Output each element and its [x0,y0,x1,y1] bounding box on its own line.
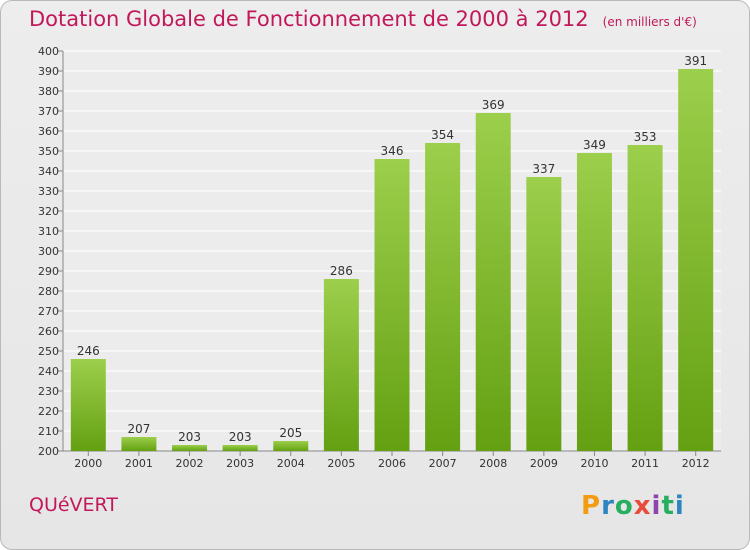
bar [475,113,511,451]
x-tick-label: 2004 [277,457,305,470]
data-label: 203 [178,430,201,444]
y-tick-label: 360 [38,125,59,138]
bar [526,177,562,451]
logo-letter: r [601,491,615,521]
data-label: 203 [229,430,252,444]
logo-letter: x [633,491,652,521]
y-tick-label: 250 [38,345,59,358]
x-tick-label: 2000 [74,457,102,470]
logo-letter: i [674,491,685,521]
bar [627,145,663,451]
data-label: 354 [431,128,454,142]
y-tick-label: 240 [38,365,59,378]
x-tick-label: 2012 [682,457,710,470]
data-label: 346 [381,144,404,158]
x-tick-label: 2010 [580,457,608,470]
logo-letter: o [614,491,634,521]
y-tick-label: 230 [38,385,59,398]
y-tick-label: 330 [38,185,59,198]
x-tick-label: 2007 [429,457,457,470]
x-tick-label: 2003 [226,457,254,470]
bar [323,279,359,451]
bar [425,143,461,451]
y-tick-label: 340 [38,165,59,178]
y-tick-label: 260 [38,325,59,338]
commune-name: QUéVERT [29,494,118,516]
chart-title-text: Dotation Globale de Fonctionnement de 20… [29,7,589,31]
bar [678,69,714,451]
x-tick-label: 2006 [378,457,406,470]
logo-letter: i [651,491,662,521]
y-tick-label: 400 [38,45,59,58]
bar [273,441,309,451]
y-tick-label: 370 [38,105,59,118]
y-tick-label: 390 [38,65,59,78]
x-tick-label: 2005 [327,457,355,470]
y-tick-label: 380 [38,85,59,98]
data-label: 369 [482,98,505,112]
logo-letter: P [581,491,602,521]
bar [374,159,410,451]
data-label: 353 [634,130,657,144]
data-label: 349 [583,138,606,152]
bar [70,359,106,451]
y-tick-label: 280 [38,285,59,298]
data-label: 286 [330,264,353,278]
y-tick-label: 300 [38,245,59,258]
logo-letter: t [661,491,675,521]
y-tick-label: 310 [38,225,59,238]
chart-title: Dotation Globale de Fonctionnement de 20… [29,7,697,31]
bar [121,437,157,451]
data-label: 207 [127,422,150,436]
y-tick-label: 200 [38,445,59,458]
x-tick-label: 2009 [530,457,558,470]
y-tick-label: 220 [38,405,59,418]
x-tick-label: 2008 [479,457,507,470]
unit-note: (en milliers d'€) [602,15,697,29]
data-label: 337 [532,162,555,176]
y-tick-label: 350 [38,145,59,158]
y-tick-label: 290 [38,265,59,278]
data-label: 246 [77,344,100,358]
bar [172,445,208,451]
y-tick-label: 320 [38,205,59,218]
y-tick-label: 270 [38,305,59,318]
x-tick-label: 2001 [125,457,153,470]
y-tick-label: 210 [38,425,59,438]
data-label: 391 [684,54,707,68]
data-label: 205 [279,426,302,440]
proxiti-logo: Proxiti [581,491,685,521]
x-tick-label: 2002 [176,457,204,470]
bar [576,153,612,451]
x-tick-label: 2011 [631,457,659,470]
bar [222,445,258,451]
